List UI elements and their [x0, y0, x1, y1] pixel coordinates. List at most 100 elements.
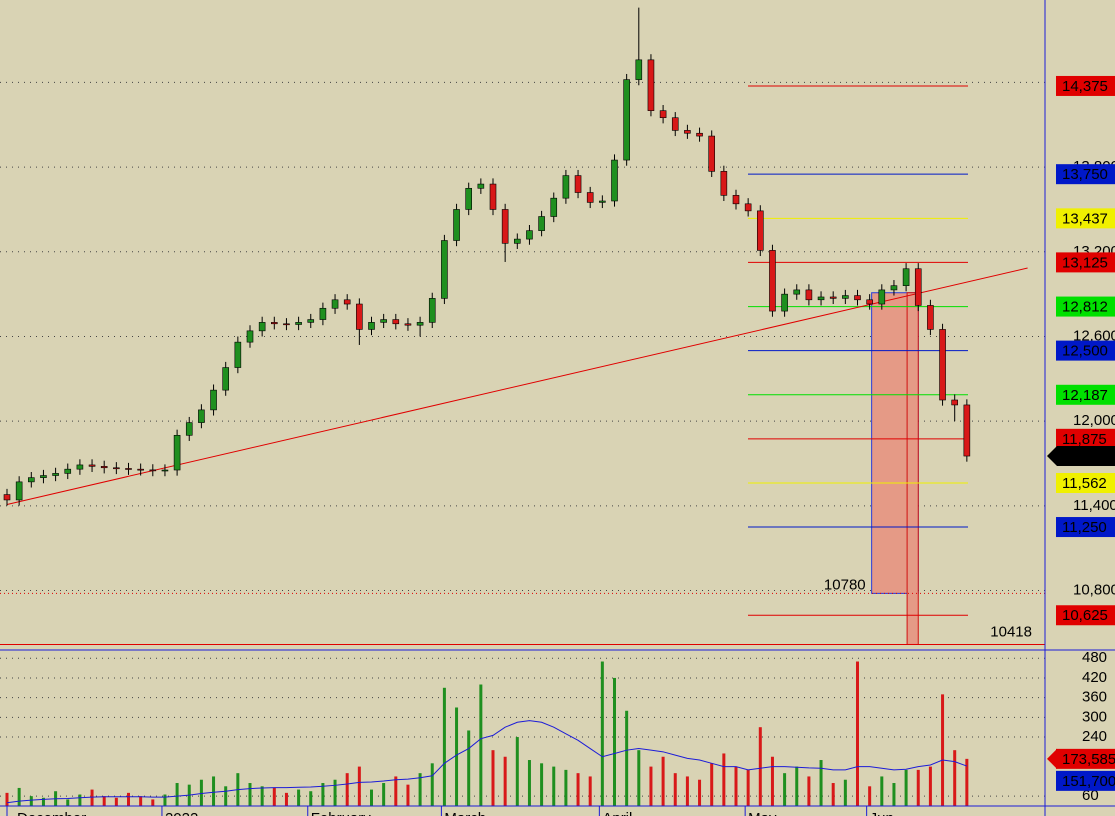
candle-body: [513, 238, 521, 244]
volume-bar: [673, 773, 677, 806]
volume-bar: [114, 797, 118, 806]
candle-body: [842, 295, 849, 299]
candle-body: [465, 187, 473, 210]
volume-bar: [272, 787, 276, 806]
candle-body: [769, 250, 776, 312]
candle-body: [161, 469, 169, 472]
volume-bar: [260, 786, 264, 806]
volume-bar: [309, 791, 313, 806]
level-tag: [1056, 384, 1115, 405]
volume-tag: [1056, 770, 1115, 791]
volume-bar: [491, 750, 495, 806]
candle-body: [283, 323, 290, 326]
candle-body: [453, 209, 460, 241]
volume-tag: [1056, 748, 1115, 769]
volume-bar: [722, 753, 726, 806]
volume-bar: [783, 773, 787, 806]
candle-body: [781, 293, 788, 312]
candle-body: [64, 468, 72, 474]
volume-bar: [66, 799, 70, 806]
candle-body: [295, 322, 302, 325]
volume-bar: [430, 763, 434, 806]
volume-bar: [916, 769, 920, 806]
level-tag-label: 12,500: [1062, 343, 1108, 360]
volume-bar: [370, 789, 373, 806]
volume-bar: [576, 773, 580, 806]
volume-bar: [552, 766, 556, 806]
candle-body: [805, 289, 813, 301]
candle-body: [100, 466, 108, 469]
volume-bar: [406, 784, 410, 806]
volume-bar: [212, 776, 216, 806]
volume-bar: [455, 707, 459, 806]
candle-body: [732, 195, 740, 205]
level-tag: [1056, 517, 1115, 538]
level-tag-label: 11,250: [1062, 519, 1107, 536]
candle-body: [307, 319, 315, 323]
volume-bar: [710, 763, 714, 806]
volume-bar: [734, 766, 738, 806]
candle-body: [52, 473, 59, 476]
volume-bar: [442, 687, 446, 806]
candle-body: [696, 132, 703, 137]
candle-body: [234, 341, 242, 368]
volume-bar: [479, 684, 483, 806]
volume-bar: [868, 786, 872, 806]
candle-body: [599, 200, 606, 203]
y-tick-label: 11,400: [1073, 497, 1115, 514]
candle-body: [258, 322, 266, 332]
volume-bar: [904, 769, 908, 806]
volume-bar: [321, 783, 325, 806]
candle-body: [878, 289, 886, 305]
level-tag-label: 10,625: [1062, 607, 1108, 624]
volume-bar: [613, 677, 616, 806]
volume-bar: [965, 758, 969, 806]
last-price-label: 11,753: [1062, 448, 1107, 465]
candle-body: [222, 367, 229, 391]
candle-body: [526, 230, 533, 240]
volume-bar: [758, 727, 762, 806]
volume-bar: [661, 756, 665, 806]
volume-bar: [224, 786, 228, 806]
candle-body: [125, 468, 132, 470]
volume-bar: [807, 776, 811, 806]
candle-body: [198, 409, 205, 423]
annotation: 10780: [824, 576, 866, 593]
volume-bar: [527, 760, 531, 806]
volume-bar: [746, 769, 750, 806]
level-tag: [1056, 164, 1115, 185]
level-tag-label: 13,437: [1062, 210, 1108, 227]
candle-body: [890, 285, 898, 291]
volume-ma: [6, 720, 968, 804]
price-pane: [0, 7, 1045, 645]
volume-bar: [78, 794, 82, 806]
last-price-tag: [1047, 446, 1115, 467]
candle-body: [173, 434, 181, 471]
volume-tick-label: 420: [1082, 669, 1107, 686]
volume-bar: [467, 730, 471, 806]
volume-bar: [880, 776, 884, 806]
volume-tick-label: 300: [1082, 708, 1107, 725]
candle-body: [586, 192, 594, 203]
level-tag-label: 13,125: [1062, 254, 1108, 271]
volume-bar: [151, 799, 155, 806]
volume-bar: [139, 796, 143, 806]
candle-body: [441, 240, 448, 299]
volume-bar: [953, 750, 957, 806]
level-tag: [1056, 428, 1115, 449]
candle-body: [88, 464, 96, 467]
volume-bar: [685, 776, 689, 806]
volume-tick-label: 480: [1082, 649, 1107, 666]
candle-body: [113, 467, 120, 470]
candle-body: [635, 59, 643, 80]
level-tag-label: 11,562: [1062, 475, 1107, 492]
candle-body: [866, 299, 873, 305]
level-tag-label: 12,812: [1062, 299, 1108, 316]
volume-bar: [843, 779, 847, 806]
candle-body: [380, 319, 387, 323]
candle-body: [647, 59, 655, 111]
candle-body: [744, 203, 752, 212]
volume-bar: [540, 763, 544, 806]
volume-tick-label: 240: [1082, 728, 1107, 745]
candle-body: [501, 209, 509, 244]
